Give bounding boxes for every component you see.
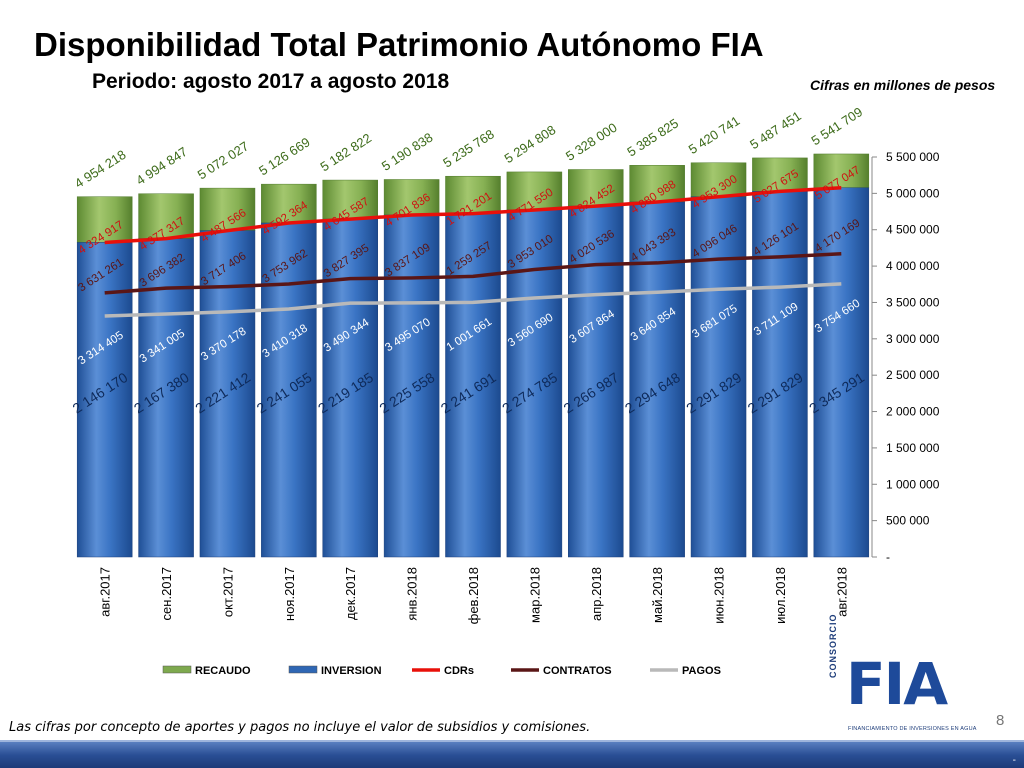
legend-label: CONTRATOS [543,665,612,677]
inversion-bar [383,214,440,558]
y-tick-label: 5 000 000 [886,186,940,200]
recaudo-bar [322,179,378,220]
x-tick-label: мар.2018 [527,567,542,623]
y-tick-label: 4 000 000 [886,259,940,273]
recaudo-label: 5 420 741 [686,113,743,157]
recaudo-label: 4 954 218 [72,147,129,191]
inversion-bar [138,238,194,558]
y-tick-label: 2 000 000 [886,405,940,419]
pagos-line [104,282,842,318]
footnote: Las cifras por concepto de aportes y pag… [9,720,591,735]
recaudo-label: 5 126 669 [256,134,313,178]
footer-mark: - [1012,755,1016,766]
logo-tagline: FINANCIAMIENTO DE INVERSIONES EN AGUA [848,726,977,732]
x-tick-label: июл.2018 [773,567,788,624]
slide-subtitle: Periodo: agosto 2017 a agosto 2018 [92,70,450,93]
recaudo-label: 5 235 768 [440,126,497,170]
inversion-bar [261,222,317,558]
inversion-bar [322,218,378,558]
legend-swatch-inversion [288,665,318,674]
footer-bar: - [0,740,1024,768]
legend-swatch-recaudo [162,665,192,674]
logo-word: FIA [846,650,948,718]
recaudo-bar [76,196,133,243]
legend-label: RECAUDO [195,665,251,677]
x-tick-label: авг.2018 [834,567,849,617]
recaudo-label: 5 487 451 [747,108,804,152]
recaudo-bar [690,162,747,198]
recaudo-bar [199,187,256,231]
contratos-line [104,251,842,295]
recaudo-bar [261,183,317,224]
legend-label: INVERSION [321,665,382,677]
inversion-bar [445,213,501,558]
y-tick-label: 1 500 000 [886,441,940,455]
recaudo-bar [752,157,808,192]
units-note: Cifras en millones de pesos [810,77,996,93]
recaudo-bar [383,179,440,216]
x-tick-label: окт.2017 [220,567,235,617]
y-tick-label: 4 500 000 [886,223,940,237]
recaudo-label: 5 190 838 [379,130,436,174]
recaudo-label: 5 385 825 [624,115,681,159]
recaudo-label: 5 328 000 [563,120,620,164]
x-tick-label: янв.2018 [405,567,420,621]
x-tick-label: май.2018 [650,567,665,623]
fia-logo: CONSORCIO FIA FINANCIAMIENTO DE INVERSIO… [828,613,977,738]
y-tick-label: 500 000 [886,514,930,528]
recaudo-bar [138,193,194,239]
slide-title: Disponibilidad Total Patrimonio Autónomo… [34,26,764,63]
inversion-bar [752,191,808,558]
y-tick-label: 2 500 000 [886,368,940,382]
cdrs-line [104,186,842,245]
recaudo-bar [568,169,624,207]
x-tick-label: ноя.2017 [282,567,297,621]
x-tick-label: дек.2017 [343,567,358,620]
legend-label: PAGOS [682,665,721,677]
page-number: 8 [996,712,1005,729]
inversion-bar [813,187,870,558]
x-tick-label: авг.2017 [98,567,113,617]
recaudo-bar [813,153,870,189]
recaudo-label: 4 994 847 [133,144,190,188]
recaudo-bar [629,165,685,203]
x-tick-label: апр.2018 [589,567,604,621]
inversion-bar [76,242,133,558]
x-tick-label: фев.2018 [466,567,481,624]
y-tick-label: 1 000 000 [886,477,940,491]
logo-side-text: CONSORCIO [828,613,838,678]
legend-label: CDRs [444,665,474,677]
chart: - 500 000 1 000 000 1 500 000 2 000 000 2 500… [69,104,940,677]
x-tick-label: июн.2018 [712,567,727,624]
recaudo-bar [445,175,501,214]
recaudo-label: 5 294 808 [502,122,559,166]
y-tick-label: 3 500 000 [886,295,940,309]
y-tick-label: - [886,550,890,564]
recaudo-bar [506,171,563,211]
y-tick-label: 3 000 000 [886,332,940,346]
x-tick-label: сен.2017 [159,567,174,620]
recaudo-label: 5 072 027 [195,138,252,182]
recaudo-label: 5 182 822 [317,130,374,174]
y-tick-label: 5 500 000 [886,150,940,164]
recaudo-label: 5 541 709 [809,104,866,148]
